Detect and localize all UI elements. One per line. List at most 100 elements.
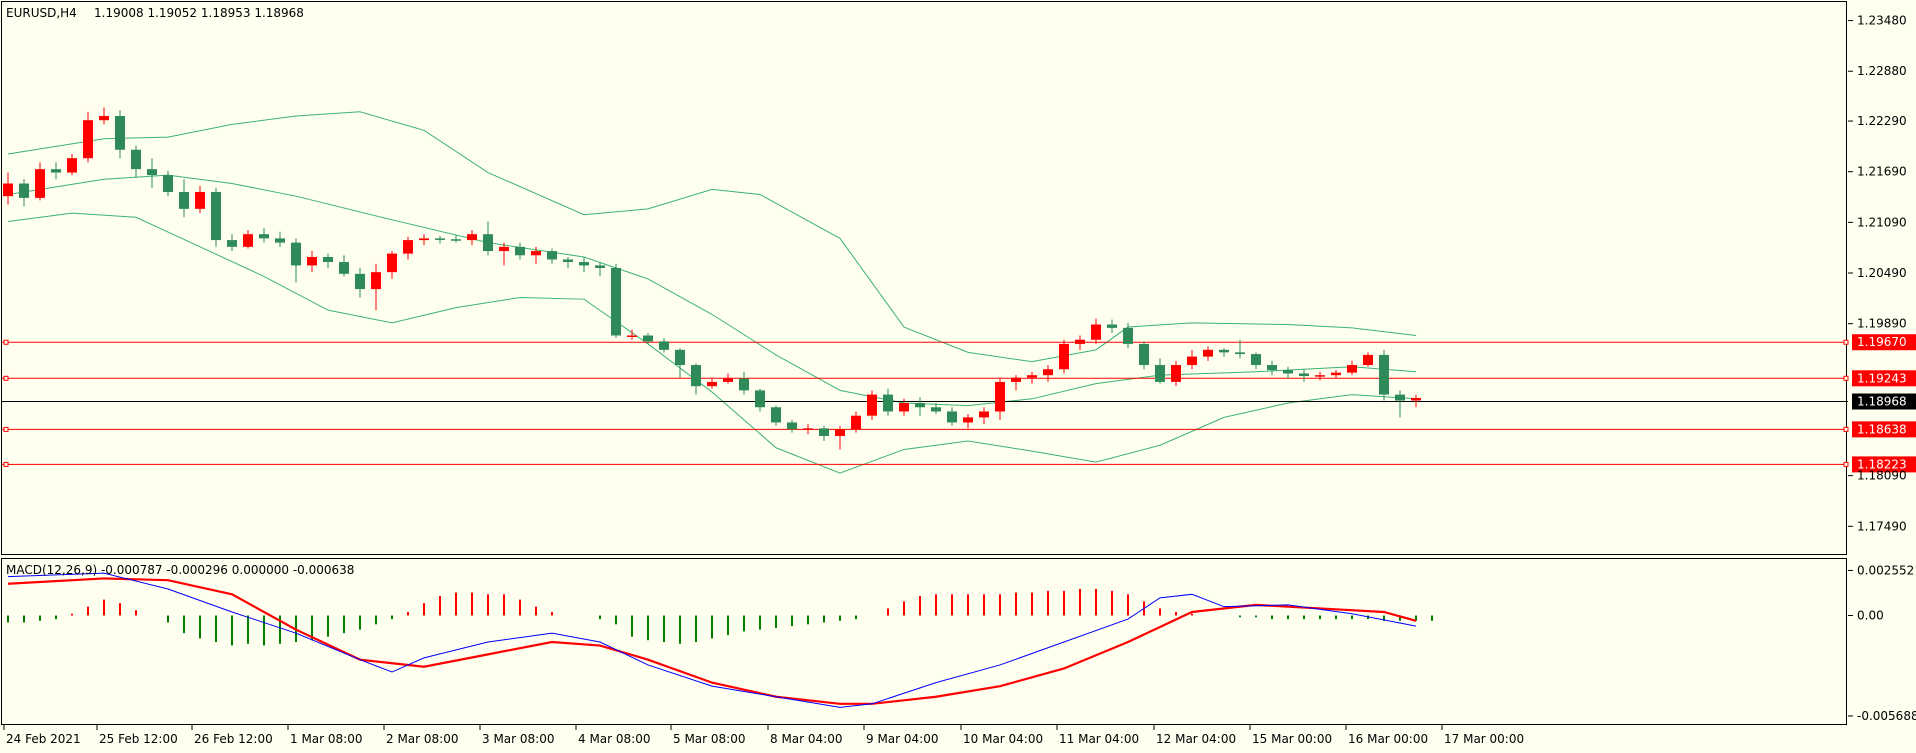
candle-body (1139, 343, 1149, 366)
macd-panel-frame (1, 558, 1847, 725)
price-tick-label: 1.22290 (1857, 114, 1907, 128)
time-tick-label: 25 Feb 12:00 (99, 732, 178, 746)
price-tick-label: 1.19890 (1857, 317, 1907, 331)
level-handle-left (3, 375, 9, 381)
candle-body (691, 365, 701, 387)
candle-body (1123, 327, 1133, 344)
candle-body (547, 251, 557, 260)
candle-body (915, 403, 925, 408)
candle-body (419, 238, 429, 241)
price-axis: 1.23480 1.22880 1.22290 1.21690 1.21090 1.204… (1848, 14, 1907, 533)
candle-body (1251, 354, 1261, 366)
candle-body (1363, 354, 1373, 366)
bollinger-bands (7, 111, 1417, 474)
candle-body (579, 262, 589, 266)
candle-body (1379, 354, 1389, 395)
candle-body (467, 234, 477, 241)
level-tag (1852, 456, 1916, 473)
price-tick-label: 1.18090 (1857, 469, 1907, 483)
time-tick-label: 16 Mar 00:00 (1348, 732, 1428, 746)
candle-body (339, 262, 349, 274)
candle-body (515, 246, 525, 256)
signal-line (7, 577, 1417, 705)
level-tag (1852, 421, 1916, 438)
candle-body (531, 251, 541, 256)
level-handle-right (1843, 375, 1849, 381)
level-tag-label: 1.18223 (1857, 457, 1907, 471)
candle-body (195, 191, 205, 209)
candle-body (227, 240, 237, 247)
candle-body (3, 183, 13, 197)
candle-body (1091, 324, 1101, 340)
macd-axis: 0.002552 0.00 -0.005688 (1848, 563, 1916, 723)
level-tag (1852, 393, 1916, 410)
candle-body (243, 234, 253, 247)
macd-line (7, 572, 1417, 708)
candle-body (1411, 397, 1421, 401)
candle-body (627, 335, 637, 337)
candle-body (1315, 375, 1325, 377)
time-tick-label: 11 Mar 04:00 (1059, 732, 1139, 746)
candle-body (51, 169, 61, 173)
time-tick-label: 9 Mar 04:00 (866, 732, 939, 746)
candle-body (835, 429, 845, 436)
candle-body (435, 238, 445, 240)
candle-body (771, 407, 781, 423)
candle-body (355, 273, 365, 290)
time-tick-label: 1 Mar 08:00 (290, 732, 363, 746)
candle-body (1171, 365, 1181, 382)
candle-body (1011, 377, 1021, 382)
time-tick-label: 3 Mar 08:00 (482, 732, 555, 746)
candle-body (611, 267, 621, 336)
candles (3, 107, 1421, 450)
candle-body (979, 411, 989, 418)
candle-body (1299, 373, 1309, 377)
candle-body (1027, 375, 1037, 378)
candle-body (643, 335, 653, 342)
candle-body (1267, 365, 1277, 371)
candle-body (755, 390, 765, 408)
macd-tick-label: 0.002552 (1857, 563, 1914, 577)
candle-body (1187, 356, 1197, 366)
candle-body (851, 415, 861, 430)
candle-body (451, 239, 461, 241)
level-handle-left (3, 461, 9, 467)
candle-body (275, 238, 285, 243)
time-tick-label: 24 Feb 2021 (6, 732, 81, 746)
level-tag (1852, 370, 1916, 387)
level-handle-left (3, 339, 9, 345)
horizontal-levels: 1.19670 1.19243 1.18968 1.18638 1.18223 (2, 334, 1916, 473)
price-tick-label: 1.21690 (1857, 165, 1907, 179)
candle-body (1395, 394, 1405, 401)
candle-body (803, 428, 813, 430)
time-tick-label: 2 Mar 08:00 (386, 732, 459, 746)
candle-body (1219, 349, 1229, 353)
candle-body (291, 242, 301, 266)
candle-body (899, 403, 909, 412)
time-tick-label: 5 Mar 08:00 (673, 732, 746, 746)
candle-body (563, 259, 573, 263)
candle-body (707, 381, 717, 387)
level-tag-label: 1.19243 (1857, 371, 1907, 385)
candle-body (1283, 370, 1293, 374)
candle-body (995, 381, 1005, 412)
candle-body (739, 378, 749, 391)
price-tick-label: 1.17490 (1857, 519, 1907, 533)
candle-body (1347, 365, 1357, 373)
time-tick-label: 17 Mar 00:00 (1444, 732, 1524, 746)
level-tag-label: 1.18638 (1857, 422, 1907, 436)
candle-body (1059, 343, 1069, 370)
price-tick-label: 1.22880 (1857, 64, 1907, 78)
candle-body (323, 256, 333, 263)
candle-body (659, 341, 669, 350)
candle-body (83, 120, 93, 159)
candle-body (115, 115, 125, 150)
time-tick-label: 26 Feb 12:00 (194, 732, 273, 746)
ohlc-readout: 1.19008 1.19052 1.18953 1.18968 (94, 6, 304, 20)
price-panel-frame (1, 1, 1847, 555)
candle-body (1043, 369, 1053, 376)
time-tick-label: 10 Mar 04:00 (963, 732, 1043, 746)
candle-body (371, 272, 381, 290)
candle-body (819, 428, 829, 436)
candle-body (99, 115, 109, 121)
